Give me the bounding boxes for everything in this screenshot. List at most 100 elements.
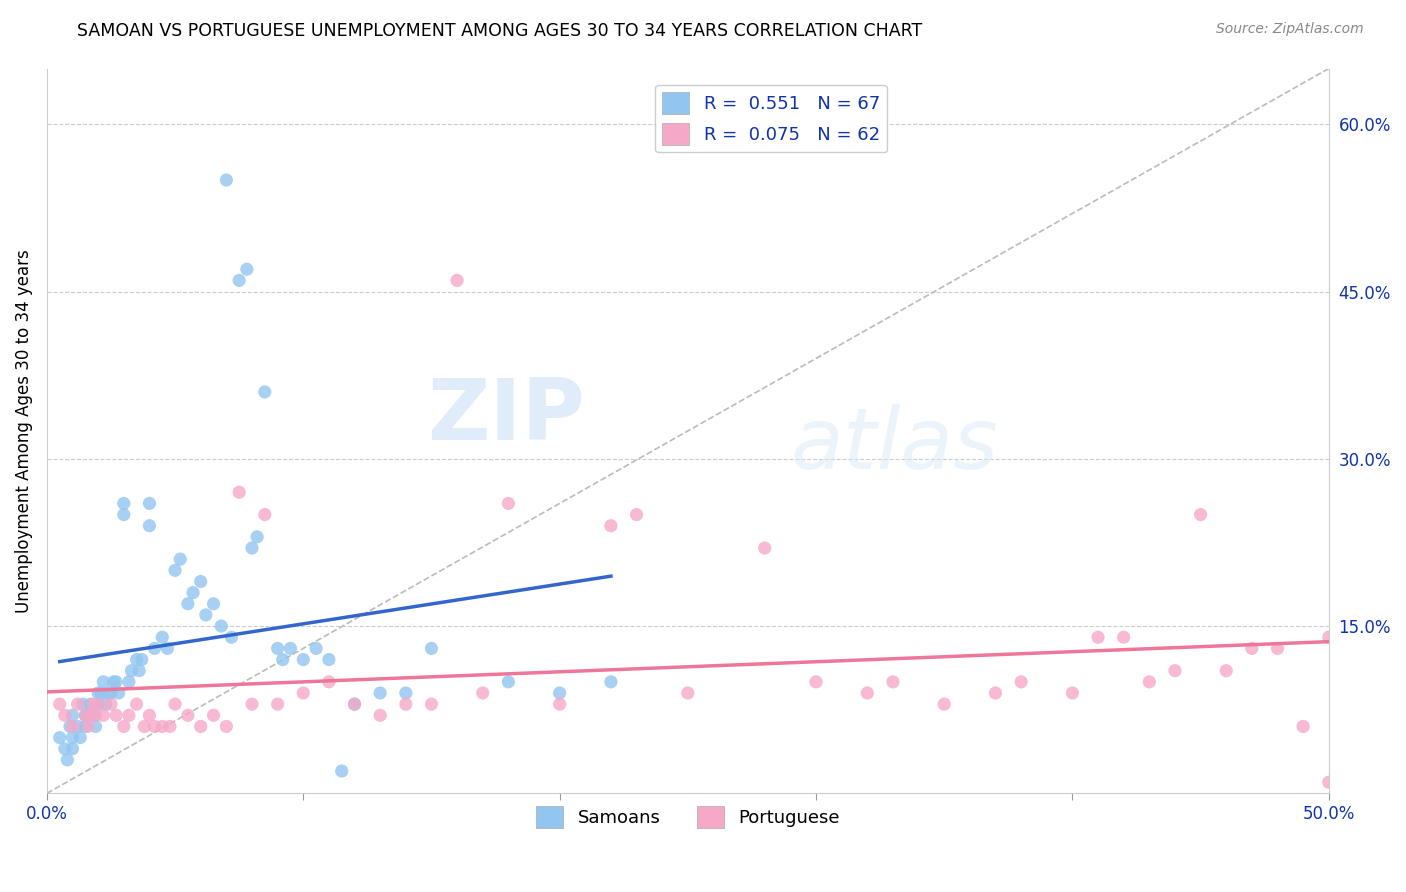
Point — [112, 719, 135, 733]
Point — [368, 686, 391, 700]
Point — [82, 697, 104, 711]
Point — [343, 697, 366, 711]
Point — [395, 686, 418, 700]
Point — [97, 686, 120, 700]
Point — [253, 384, 276, 399]
Point — [118, 674, 141, 689]
Point — [1267, 641, 1289, 656]
Point — [118, 708, 141, 723]
Point — [87, 697, 110, 711]
Point — [754, 541, 776, 555]
Point — [318, 652, 340, 666]
Point — [202, 597, 225, 611]
Point — [1010, 674, 1032, 689]
Point — [420, 641, 443, 656]
Point — [1215, 664, 1237, 678]
Point — [215, 173, 238, 187]
Point — [134, 719, 156, 733]
Y-axis label: Unemployment Among Ages 30 to 34 years: Unemployment Among Ages 30 to 34 years — [15, 249, 32, 613]
Point — [984, 686, 1007, 700]
Point — [143, 641, 166, 656]
Point — [236, 262, 259, 277]
Point — [84, 719, 107, 733]
Point — [190, 719, 212, 733]
Point — [318, 674, 340, 689]
Point — [131, 652, 153, 666]
Point — [181, 585, 204, 599]
Point — [150, 630, 173, 644]
Point — [228, 485, 250, 500]
Text: SAMOAN VS PORTUGUESE UNEMPLOYMENT AMONG AGES 30 TO 34 YEARS CORRELATION CHART: SAMOAN VS PORTUGUESE UNEMPLOYMENT AMONG … — [77, 22, 922, 40]
Point — [934, 697, 956, 711]
Point — [62, 741, 84, 756]
Point — [1164, 664, 1187, 678]
Point — [246, 530, 269, 544]
Point — [56, 753, 79, 767]
Point — [150, 719, 173, 733]
Point — [600, 674, 623, 689]
Point — [1317, 630, 1340, 644]
Point — [79, 697, 101, 711]
Point — [498, 674, 520, 689]
Point — [395, 697, 418, 711]
Point — [165, 697, 187, 711]
Point — [66, 719, 89, 733]
Point — [221, 630, 243, 644]
Point — [240, 541, 263, 555]
Point — [77, 708, 100, 723]
Point — [548, 697, 571, 711]
Point — [194, 607, 217, 622]
Point — [107, 686, 129, 700]
Text: Source: ZipAtlas.com: Source: ZipAtlas.com — [1216, 22, 1364, 37]
Point — [600, 518, 623, 533]
Point — [271, 652, 294, 666]
Point — [266, 697, 288, 711]
Point — [138, 518, 160, 533]
Legend: Samoans, Portuguese: Samoans, Portuguese — [529, 798, 846, 835]
Point — [53, 741, 76, 756]
Point — [446, 273, 468, 287]
Point — [75, 708, 97, 723]
Point — [48, 697, 70, 711]
Point — [202, 708, 225, 723]
Point — [368, 708, 391, 723]
Point — [48, 731, 70, 745]
Point — [84, 708, 107, 723]
Point — [112, 508, 135, 522]
Point — [209, 619, 232, 633]
Point — [1112, 630, 1135, 644]
Point — [87, 686, 110, 700]
Point — [240, 697, 263, 711]
Point — [169, 552, 191, 566]
Point — [79, 708, 101, 723]
Point — [100, 697, 122, 711]
Point — [253, 508, 276, 522]
Point — [1240, 641, 1263, 656]
Point — [1062, 686, 1084, 700]
Point — [177, 597, 200, 611]
Point — [292, 652, 315, 666]
Point — [159, 719, 181, 733]
Point — [177, 708, 200, 723]
Point — [156, 641, 179, 656]
Point — [471, 686, 494, 700]
Point — [112, 496, 135, 510]
Point — [75, 719, 97, 733]
Text: ZIP: ZIP — [427, 375, 585, 458]
Point — [676, 686, 699, 700]
Point — [215, 719, 238, 733]
Point — [165, 563, 187, 577]
Point — [77, 719, 100, 733]
Point — [330, 764, 353, 778]
Point — [1292, 719, 1315, 733]
Point — [343, 697, 366, 711]
Point — [90, 686, 112, 700]
Point — [128, 664, 150, 678]
Point — [138, 496, 160, 510]
Point — [82, 708, 104, 723]
Point — [626, 508, 648, 522]
Point — [138, 708, 160, 723]
Point — [1189, 508, 1212, 522]
Point — [125, 697, 148, 711]
Point — [53, 708, 76, 723]
